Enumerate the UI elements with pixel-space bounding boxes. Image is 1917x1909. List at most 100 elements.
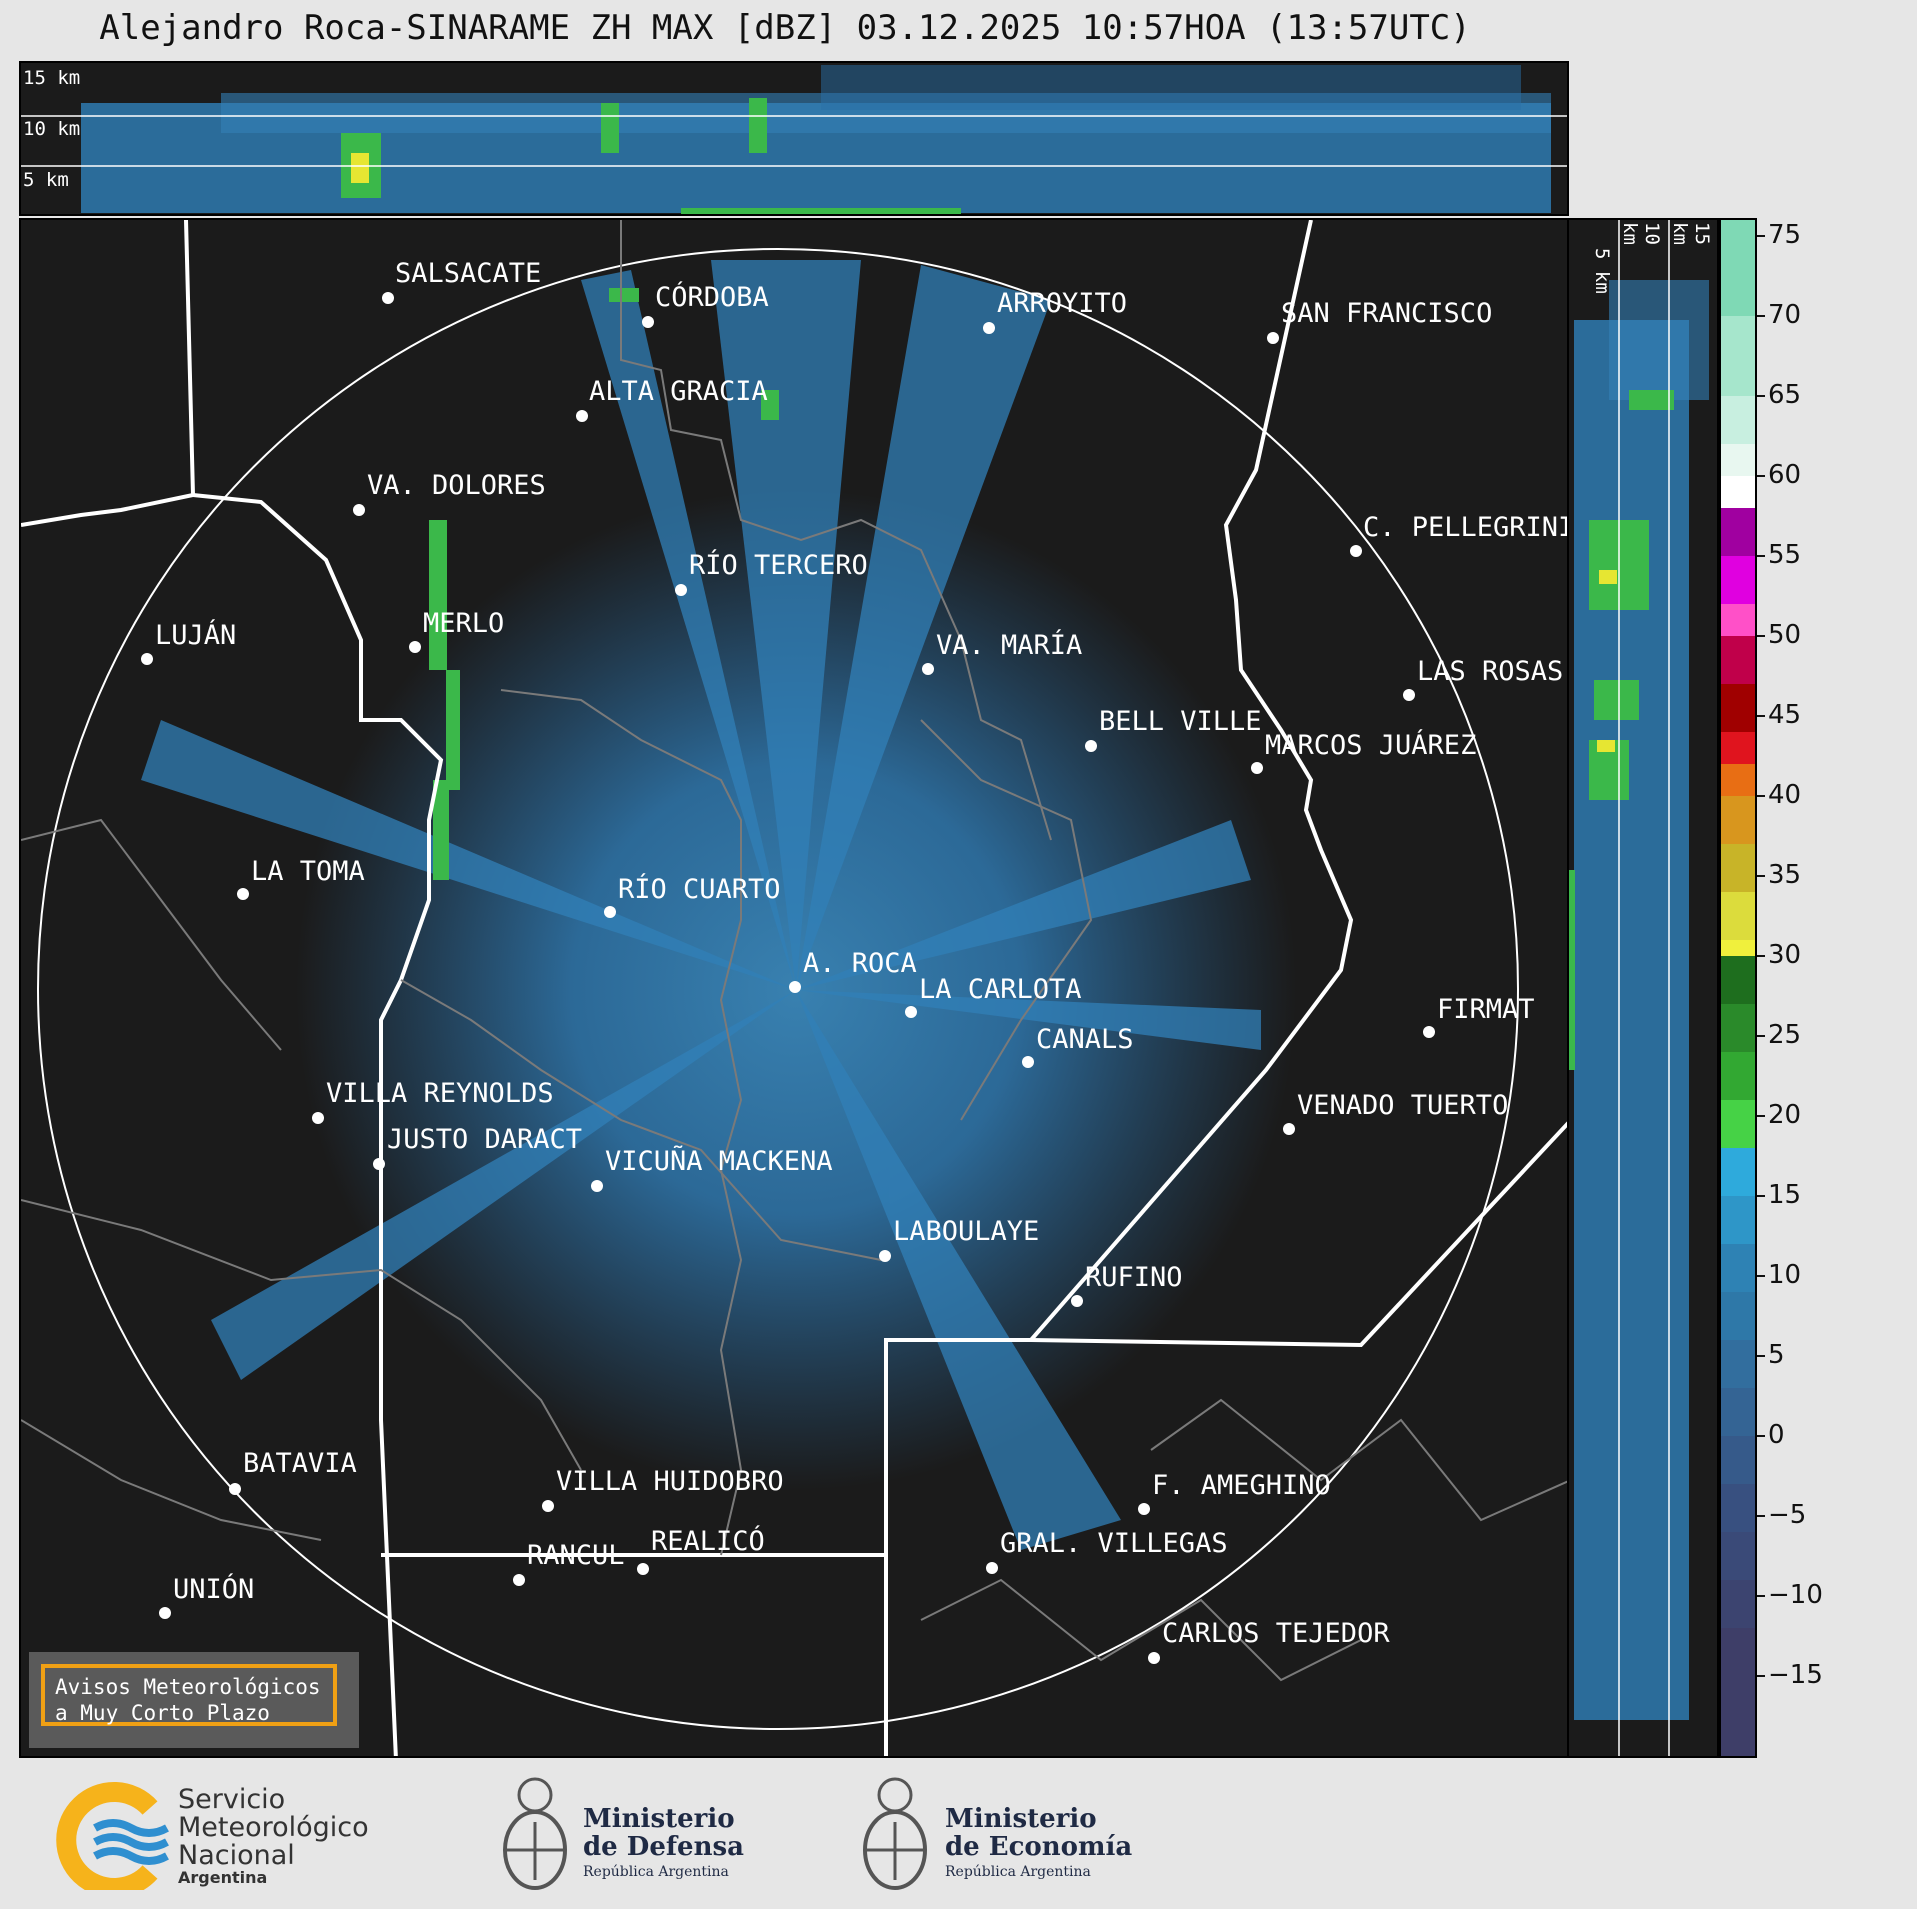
convective-echo-west <box>429 288 779 880</box>
city-dot-f-ameghino <box>1138 1503 1150 1515</box>
city-dot-la-carlota <box>905 1006 917 1018</box>
city-label-rio-tercero: RÍO TERCERO <box>689 550 868 581</box>
colorbar-tick-label: 35 <box>1768 860 1802 890</box>
page-title: Alejandro Roca-SINARAME ZH MAX [dBZ] 03.… <box>99 8 1471 48</box>
colorbar-tick-label: −5 <box>1768 1500 1807 1530</box>
city-dot-canals <box>1022 1056 1034 1068</box>
colorbar-band <box>1721 316 1755 396</box>
colorbar-tick-mark <box>1757 1275 1765 1277</box>
km-label-5: 5 km <box>23 169 69 191</box>
colorbar-tick-mark <box>1757 795 1765 797</box>
city-dot-union <box>159 1607 171 1619</box>
city-dot-a-roca <box>789 981 801 993</box>
city-dot-rio-cuarto <box>604 906 616 918</box>
city-dot-laboulaye <box>879 1250 891 1262</box>
top-cross-section: 15 km 10 km 5 km <box>19 61 1569 216</box>
city-label-rio-cuarto: RÍO CUARTO <box>618 874 781 905</box>
city-dot-vicuna-mackena <box>591 1180 603 1192</box>
defensa-line-1: Ministerio <box>583 1804 735 1834</box>
city-label-las-rosas: LAS ROSAS <box>1417 656 1564 687</box>
city-label-vicuna-mackena: VICUÑA MACKENA <box>605 1146 833 1177</box>
city-label-villa-huidobro: VILLA HUIDOBRO <box>556 1466 784 1497</box>
colorbar-band <box>1721 444 1755 476</box>
colorbar-tick-mark <box>1757 715 1765 717</box>
city-label-f-ameghino: F. AMEGHINO <box>1152 1470 1331 1501</box>
colorbar-tick-label: 30 <box>1768 940 1802 970</box>
coat-of-arms-icon <box>863 1777 927 1890</box>
colorbar-band <box>1721 508 1755 556</box>
colorbar-band <box>1721 556 1755 604</box>
colorbar-tick-label: 50 <box>1768 620 1802 650</box>
city-label-cordoba: CÓRDOBA <box>655 282 769 313</box>
colorbar-tick-mark <box>1757 555 1765 557</box>
colorbar-tick-label: 75 <box>1768 220 1802 250</box>
colorbar-band <box>1721 796 1755 844</box>
colorbar-tick-label: 0 <box>1768 1420 1785 1450</box>
colorbar-tick-label: 25 <box>1768 1020 1802 1050</box>
side-km-label-5: 5 km <box>1591 248 1613 294</box>
city-dot-salsacate <box>382 292 394 304</box>
city-label-va-dolores: VA. DOLORES <box>367 470 546 501</box>
city-dot-las-rosas <box>1403 689 1415 701</box>
colorbar-tick-label: 70 <box>1768 300 1802 330</box>
colorbar-tick-mark <box>1757 235 1765 237</box>
colorbar-band <box>1721 1244 1755 1292</box>
colorbar-tick-mark <box>1757 1595 1765 1597</box>
colorbar-tick-label: 5 <box>1768 1340 1785 1370</box>
colorbar-band <box>1721 220 1755 316</box>
colorbar-band <box>1721 844 1755 892</box>
colorbar-tick-mark <box>1757 635 1765 637</box>
colorbar-tick-mark <box>1757 315 1765 317</box>
city-label-bell-ville: BELL VILLE <box>1099 706 1262 737</box>
city-dot-rufino <box>1071 1295 1083 1307</box>
department-borders <box>21 220 1567 1682</box>
coat-of-arms-icon <box>503 1777 567 1890</box>
colorbar-tick-mark <box>1757 395 1765 397</box>
colorbar-band <box>1721 636 1755 684</box>
colorbar-band <box>1721 764 1755 796</box>
range-ring <box>37 248 1519 1730</box>
city-label-arroyito: ARROYITO <box>997 288 1128 319</box>
smn-line-4: Argentina <box>178 1868 268 1887</box>
city-dot-rancul <box>513 1574 525 1586</box>
city-dot-alta-gracia <box>576 410 588 422</box>
colorbar-band <box>1721 940 1755 956</box>
defensa-line-3: República Argentina <box>583 1864 729 1880</box>
top-cross-section-echoes <box>21 65 1567 214</box>
city-dot-la-toma <box>237 888 249 900</box>
smn-line-2: Meteorológico <box>178 1812 369 1843</box>
city-dot-batavia <box>229 1483 241 1495</box>
city-label-va-maria: VA. MARÍA <box>936 630 1083 661</box>
city-label-firmat: FIRMAT <box>1437 994 1535 1025</box>
city-label-rancul: RANCUL <box>527 1540 625 1571</box>
city-label-salsacate: SALSACATE <box>395 258 542 289</box>
km-label-10: 10 km <box>23 118 81 140</box>
side-cross-section-echoes <box>1569 220 1709 1756</box>
city-label-c-pellegrini: C. PELLEGRINI <box>1363 512 1569 543</box>
province-borders <box>21 220 1567 1756</box>
warning-line-1: Avisos Meteorológicos <box>55 1675 321 1699</box>
colorbar-tick-mark <box>1757 955 1765 957</box>
city-label-san-francisco: SAN FRANCISCO <box>1281 298 1493 329</box>
city-dot-merlo <box>409 641 421 653</box>
city-label-gral-villegas: GRAL. VILLEGAS <box>1000 1528 1228 1559</box>
radial-beams <box>141 260 1261 1550</box>
colorbar-band <box>1721 604 1755 636</box>
colorbar-tick-mark <box>1757 1355 1765 1357</box>
colorbar-band <box>1721 1436 1755 1484</box>
colorbar-tick-label: 45 <box>1768 700 1802 730</box>
warning-line-2: a Muy Corto Plazo <box>55 1701 270 1725</box>
smn-line-3: Nacional <box>178 1840 295 1871</box>
defensa-line-2: de Defensa <box>583 1832 744 1862</box>
colorbar-tick-mark <box>1757 875 1765 877</box>
city-label-la-carlota: LA CARLOTA <box>919 974 1082 1005</box>
colorbar-tick-label: 20 <box>1768 1100 1802 1130</box>
city-label-marcos-juarez: MARCOS JUÁREZ <box>1265 730 1477 761</box>
colorbar-tick-label: 10 <box>1768 1260 1802 1290</box>
city-label-venado-tuerto: VENADO TUERTO <box>1297 1090 1509 1121</box>
colorbar-tick-mark <box>1757 1515 1765 1517</box>
city-dot-marcos-juarez <box>1251 762 1263 774</box>
city-dot-va-dolores <box>353 504 365 516</box>
colorbar-tick-label: −10 <box>1768 1580 1823 1610</box>
radar-map: SALSACATE CÓRDOBA ARROYITO SAN FRANCISCO… <box>19 218 1569 1758</box>
